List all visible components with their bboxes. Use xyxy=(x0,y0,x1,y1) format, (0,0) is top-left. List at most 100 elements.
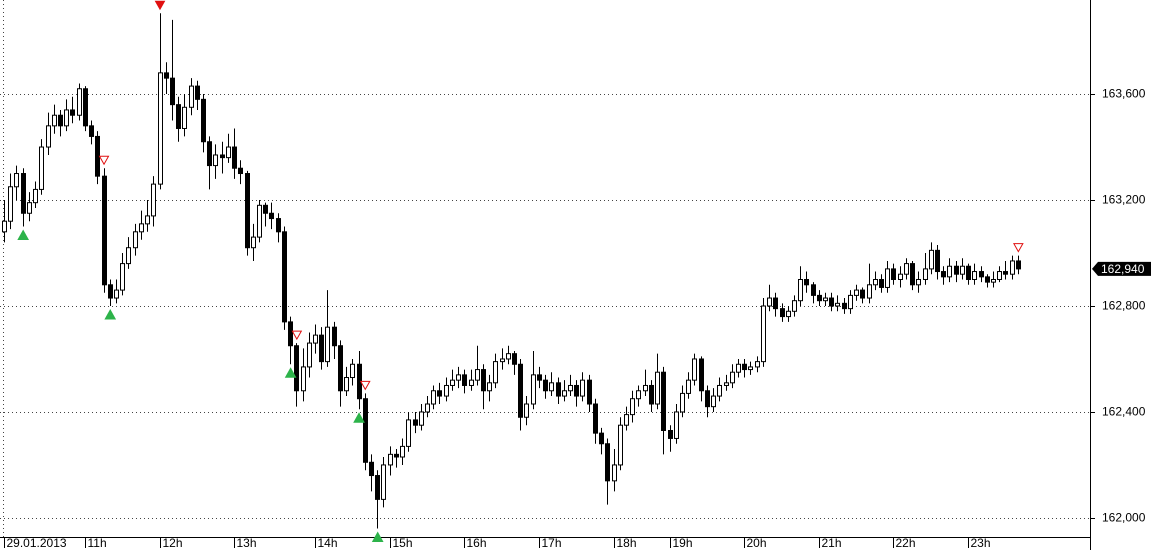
candle-body xyxy=(972,271,977,280)
candle-body xyxy=(512,353,517,365)
candle-body xyxy=(77,88,82,116)
candle-body xyxy=(325,326,330,363)
candle-body xyxy=(83,88,88,127)
candle-body xyxy=(257,204,262,238)
x-tick-label: 18h xyxy=(617,536,637,550)
candle-body xyxy=(655,371,660,405)
candle-body xyxy=(885,268,890,288)
candle-body xyxy=(58,114,63,127)
candle-body xyxy=(941,271,946,278)
candle-body xyxy=(158,72,163,185)
candle-body xyxy=(406,419,411,447)
candle-body xyxy=(425,403,430,413)
candle-body xyxy=(549,382,554,392)
candle-body xyxy=(618,424,623,466)
x-tick-label: 20h xyxy=(747,536,767,550)
candle-body xyxy=(500,358,505,363)
candle-body xyxy=(705,390,710,408)
candle-body xyxy=(14,173,19,188)
x-tick-label: 16h xyxy=(467,536,487,550)
buy-signal xyxy=(353,412,365,423)
candle-body xyxy=(89,125,94,137)
buy-signal xyxy=(284,367,297,378)
candle-body xyxy=(699,358,704,392)
candle-body xyxy=(960,265,965,275)
candle-body xyxy=(755,361,760,368)
candle-body xyxy=(568,384,573,392)
candle-body xyxy=(587,379,592,405)
candle-body xyxy=(935,249,940,273)
candle-body xyxy=(798,278,803,302)
candle-body xyxy=(630,398,635,416)
candle-body xyxy=(182,106,187,129)
candle-body xyxy=(164,72,169,79)
buy-signal xyxy=(371,531,384,543)
candle-body xyxy=(288,321,293,347)
candle-body xyxy=(46,125,51,148)
sell-signal xyxy=(359,380,371,391)
candle-body xyxy=(213,154,218,167)
candle-body xyxy=(985,276,990,283)
x-tick-label: 22h xyxy=(896,536,916,550)
candle-body xyxy=(220,154,225,159)
candle-body xyxy=(898,273,903,280)
candle-body xyxy=(338,345,343,392)
candle-body xyxy=(792,300,797,312)
candle-body xyxy=(506,353,511,360)
candle-body xyxy=(245,173,250,249)
x-tick-label: 13h xyxy=(237,536,257,550)
candle-body xyxy=(835,302,840,307)
candle-body xyxy=(120,263,125,291)
candle-body xyxy=(344,377,349,392)
candle-body xyxy=(860,289,865,299)
candle-body xyxy=(524,403,529,418)
candle-body xyxy=(419,411,424,426)
candle-body xyxy=(854,289,859,296)
candle-body xyxy=(251,236,256,249)
candle-body xyxy=(823,297,828,302)
candle-body xyxy=(363,398,368,463)
candle-body xyxy=(475,369,480,381)
candle-body xyxy=(767,297,772,307)
candle-body xyxy=(238,167,243,175)
candle-body xyxy=(394,453,399,458)
candle-body xyxy=(804,278,809,286)
candle-body xyxy=(916,278,921,286)
candle-body xyxy=(145,215,150,225)
candle-body xyxy=(27,202,32,214)
candle-body xyxy=(413,419,418,426)
candle-body xyxy=(108,284,113,299)
candle-body xyxy=(904,263,909,275)
candle-body xyxy=(487,382,492,392)
y-tick-label: 163,200 xyxy=(1102,193,1146,207)
candle-body xyxy=(612,464,617,482)
candle-body xyxy=(375,475,380,500)
x-tick-label: 29.01.2013 xyxy=(7,536,67,550)
candle-body xyxy=(1010,260,1015,275)
candle-body xyxy=(450,379,455,386)
candle-body xyxy=(388,453,393,466)
sell-signal xyxy=(1013,243,1024,253)
candle-body xyxy=(742,363,747,371)
candle-body xyxy=(381,464,386,500)
candle-body xyxy=(817,294,822,302)
candle-body xyxy=(456,374,461,381)
candle-body xyxy=(649,384,654,405)
x-tick-label: 19h xyxy=(673,536,693,550)
candle-body xyxy=(711,395,716,408)
candle-body xyxy=(879,278,884,288)
candle-body xyxy=(332,326,337,347)
candle-body xyxy=(294,345,299,392)
candle-body xyxy=(562,390,567,397)
candle-body xyxy=(201,98,206,143)
candle-body xyxy=(462,374,467,386)
candle-body xyxy=(114,289,119,299)
candle-body xyxy=(842,302,847,310)
candle-body xyxy=(276,218,281,233)
candle-body xyxy=(605,443,610,482)
candle-body xyxy=(21,173,26,214)
candle-body xyxy=(207,141,212,167)
candle-body xyxy=(269,212,274,220)
candle-body xyxy=(997,271,1002,280)
candle-body xyxy=(979,271,984,278)
